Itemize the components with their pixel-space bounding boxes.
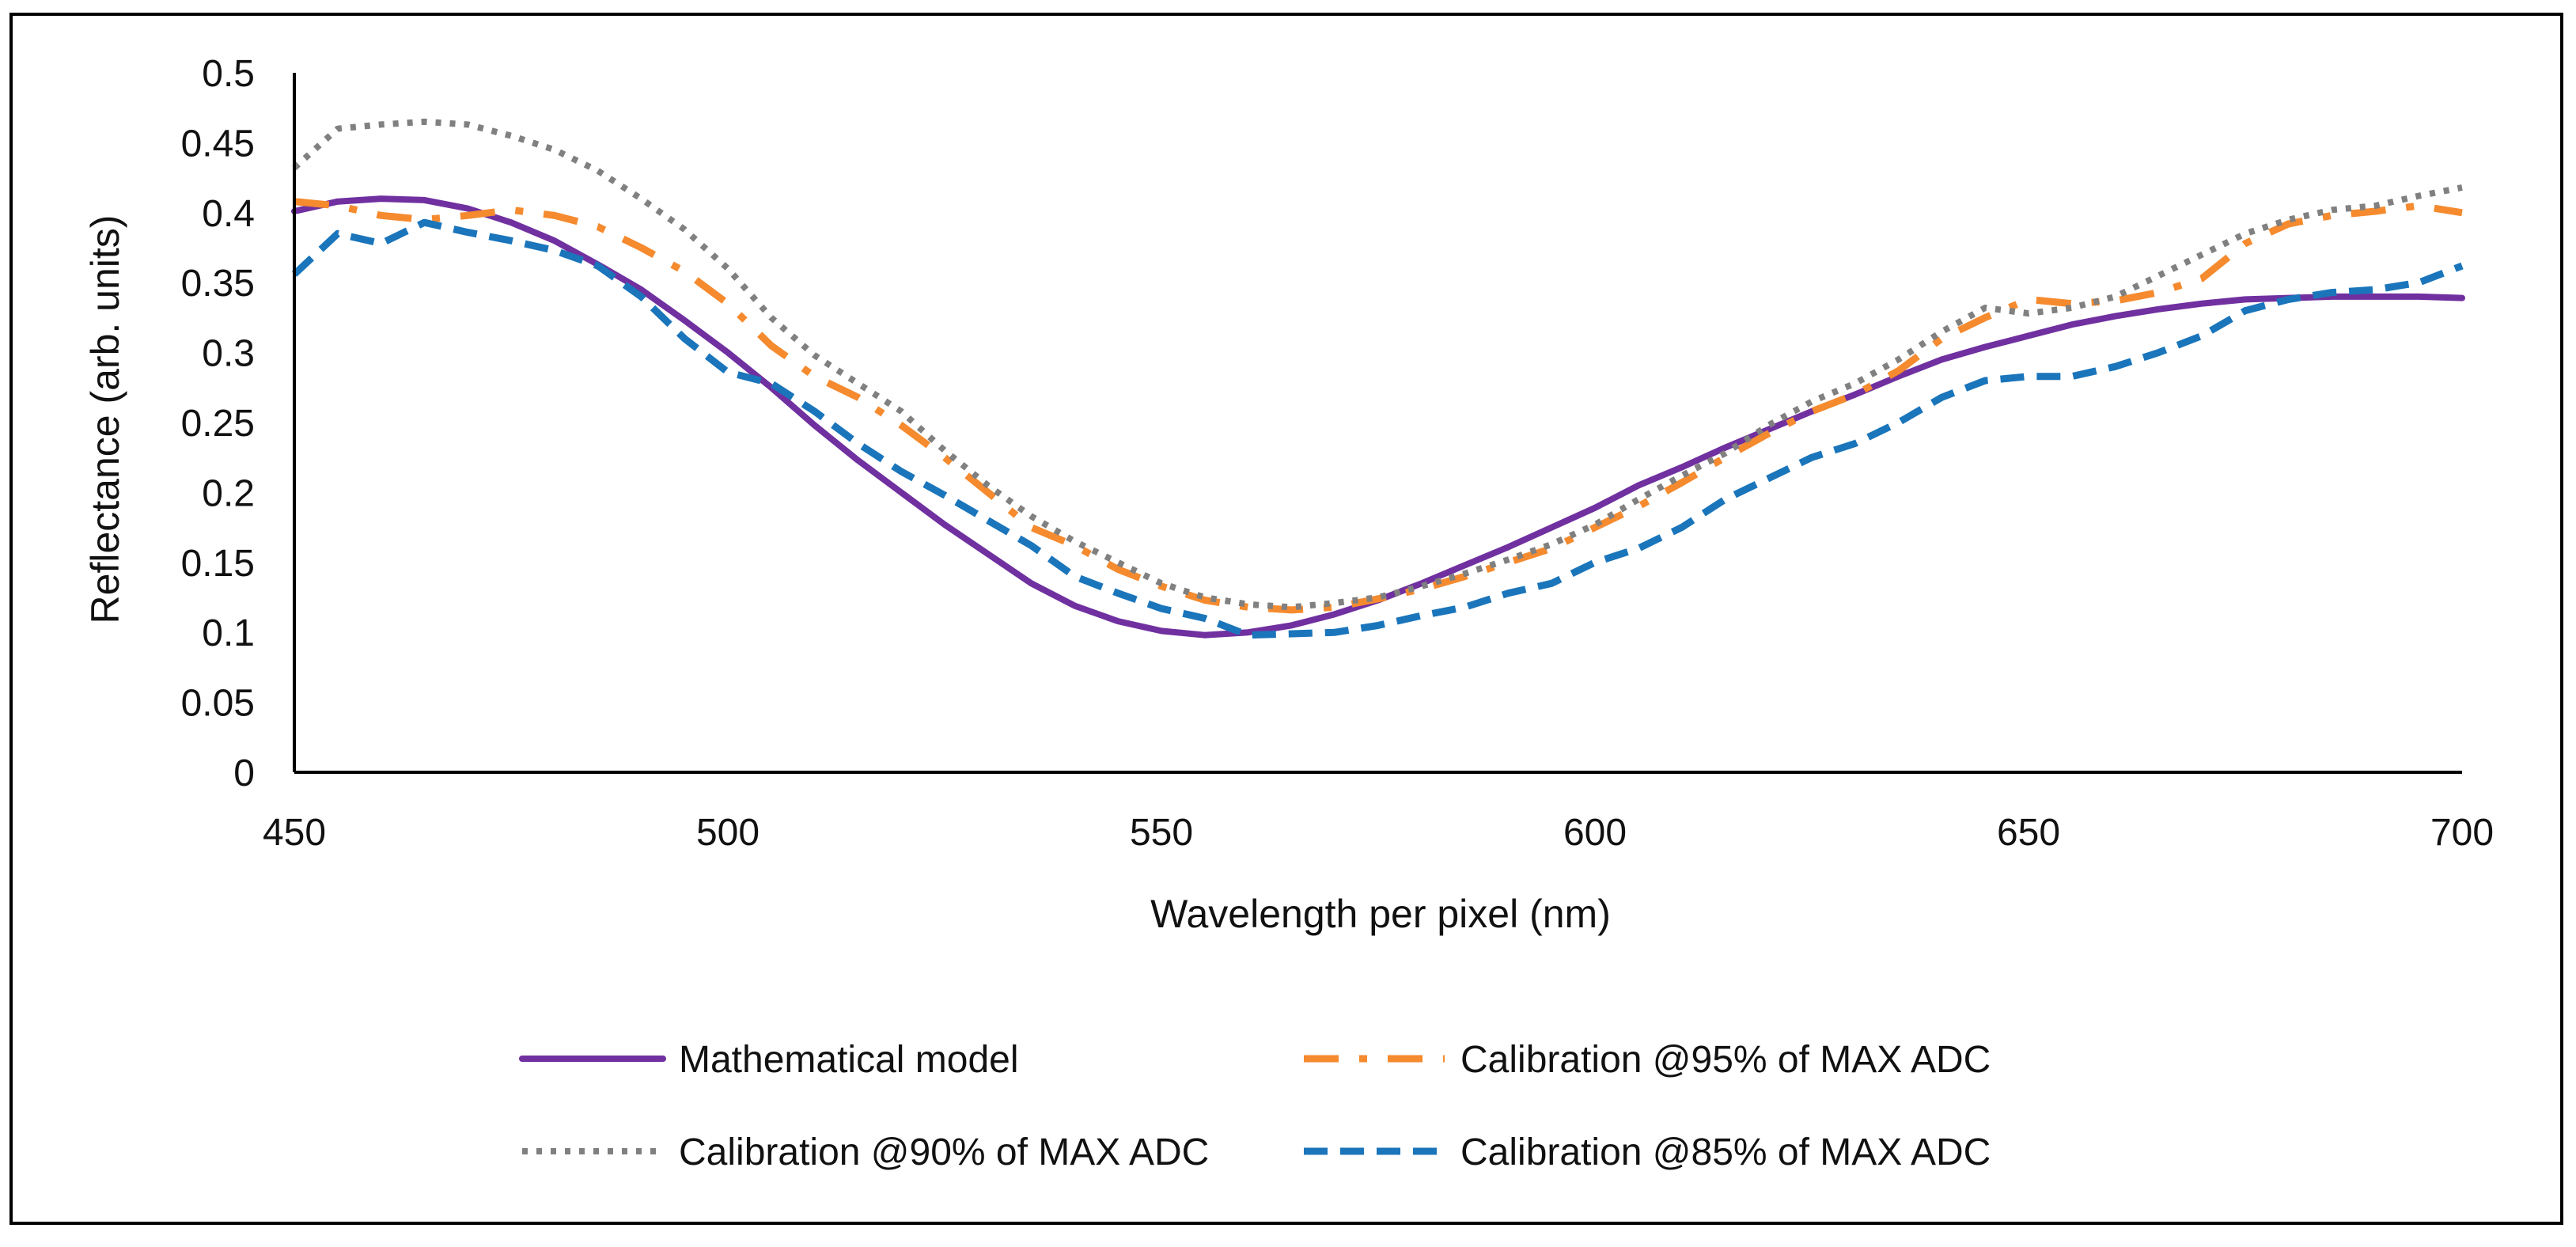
- y-tick-label: 0.05: [181, 683, 255, 725]
- x-axis-ticks: 450 500 550 600 650 700: [263, 812, 2494, 854]
- series-line-4: [291, 218, 2464, 639]
- x-tick-label: 700: [2430, 812, 2494, 854]
- y-tick-label: 0.15: [181, 543, 255, 585]
- legend-label-2: Calibration @95% of MAX ADC: [1460, 1039, 1991, 1081]
- legend-label-4: Calibration @85% of MAX ADC: [1460, 1131, 1991, 1173]
- y-tick-label: 0.4: [202, 193, 255, 235]
- outer-border: [9, 13, 2563, 1225]
- y-tick-label: 0.25: [181, 403, 255, 445]
- x-axis-label: Wavelength per pixel (nm): [1150, 892, 1611, 936]
- y-tick-label: 0.35: [181, 263, 255, 305]
- y-tick-label: 0.3: [202, 333, 255, 375]
- y-tick-label: 0.5: [202, 53, 255, 95]
- y-axis-ticks: 0 0.05 0.1 0.15 0.2 0.25 0.3 0.35 0.4 0.45 0.5: [181, 53, 255, 794]
- y-tick-label: 0.1: [202, 612, 255, 654]
- y-axis-label: Reflectance (arb. units): [83, 215, 127, 624]
- y-tick-label: 0: [233, 752, 255, 794]
- x-tick-label: 500: [696, 812, 760, 854]
- legend: Mathematical model Calibration @95% of MA…: [519, 1039, 1991, 1173]
- x-tick-label: 550: [1130, 812, 1193, 854]
- legend-label-1: Mathematical model: [679, 1039, 1019, 1081]
- y-tick-label: 0.45: [181, 123, 255, 165]
- x-tick-label: 450: [263, 812, 326, 854]
- x-tick-label: 600: [1563, 812, 1627, 854]
- series-line-2: [294, 198, 2463, 614]
- x-tick-label: 650: [1997, 812, 2060, 854]
- legend-label-3: Calibration @90% of MAX ADC: [679, 1131, 1209, 1173]
- y-tick-label: 0.2: [202, 472, 255, 514]
- plot-series-group: [291, 118, 2465, 639]
